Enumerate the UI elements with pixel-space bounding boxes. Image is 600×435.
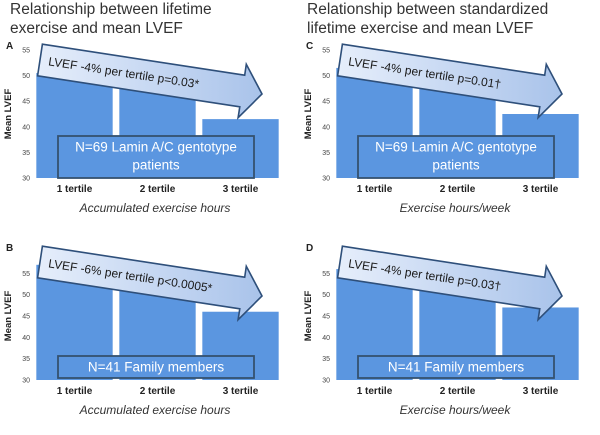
- y-tick-label: 35: [322, 150, 330, 157]
- y-tick-label: 30: [22, 378, 30, 385]
- heading-left: Relationship between lifetime exercise a…: [10, 1, 212, 37]
- sample-size-box: [57, 355, 255, 379]
- panel-label: A: [6, 41, 13, 52]
- chart-panel-c: C Mean LVEF 30 35 40 45 50 55 1 tertile 2 tertile…: [300, 38, 590, 215]
- x-axis-title: Exercise hours/week: [399, 403, 511, 417]
- x-axis-title: Exercise hours/week: [399, 201, 511, 215]
- trend-arrow: [36, 245, 263, 322]
- y-tick-label: 45: [22, 99, 30, 106]
- x-tick-label: 3 tertile: [223, 184, 259, 195]
- y-tick-label: 40: [22, 124, 30, 131]
- trend-arrow: [336, 245, 563, 322]
- x-tick-label: 2 tertile: [140, 386, 176, 397]
- y-axis-title: Mean LVEF: [303, 291, 314, 342]
- sample-size-text: N=41 Family members: [88, 360, 224, 375]
- y-tick-label: 40: [322, 335, 330, 342]
- y-tick-label: 30: [322, 378, 330, 385]
- x-tick-label: 3 tertile: [523, 184, 559, 195]
- y-tick-label: 35: [22, 356, 30, 363]
- y-tick-label: 55: [322, 271, 330, 278]
- y-tick-label: 50: [22, 292, 30, 299]
- y-tick-label: 55: [322, 48, 330, 55]
- y-tick-label: 40: [22, 335, 30, 342]
- x-tick-label: 3 tertile: [523, 386, 559, 397]
- y-axis-title: Mean LVEF: [3, 89, 14, 140]
- x-tick-label: 1 tertile: [357, 386, 393, 397]
- y-tick-label: 35: [322, 356, 330, 363]
- y-tick-label: 30: [322, 176, 330, 183]
- sample-size-text: N=69 Lamin A/C gentotype: [75, 140, 237, 155]
- x-tick-label: 2 tertile: [140, 184, 176, 195]
- trend-arrow: [336, 43, 563, 120]
- y-tick-label: 45: [22, 314, 30, 321]
- panel-label: C: [306, 41, 313, 52]
- x-tick-label: 3 tertile: [223, 386, 259, 397]
- y-tick-label: 45: [322, 314, 330, 321]
- x-tick-label: 1 tertile: [357, 184, 393, 195]
- chart-panel-a: A Mean LVEF 30 35 40 45 50 55 1 tertile 2 tertile…: [0, 38, 290, 215]
- chart-svg: B Mean LVEF 30 35 40 45 50 55 1 tertile 2 tertile…: [3, 243, 279, 397]
- sample-size-text: patients: [432, 158, 480, 173]
- y-axis-title: Mean LVEF: [303, 89, 314, 140]
- sample-size-box: [357, 355, 555, 379]
- panel-label: D: [306, 243, 313, 254]
- sample-size-box: [57, 135, 255, 179]
- chart-panel-d: D Mean LVEF 30 35 40 45 50 55 1 tertile 2 tertile…: [300, 240, 590, 417]
- y-tick-label: 35: [22, 150, 30, 157]
- y-tick-label: 55: [22, 271, 30, 278]
- heading-right: Relationship between standardized lifeti…: [307, 1, 549, 37]
- x-tick-label: 1 tertile: [57, 386, 93, 397]
- x-tick-label: 2 tertile: [440, 386, 476, 397]
- y-tick-label: 50: [22, 73, 30, 80]
- y-tick-label: 45: [322, 99, 330, 106]
- chart-svg: D Mean LVEF 30 35 40 45 50 55 1 tertile 2 tertile…: [303, 243, 579, 397]
- y-axis-title: Mean LVEF: [3, 291, 14, 342]
- chart-svg: A Mean LVEF 30 35 40 45 50 55 1 tertile 2 tertile…: [3, 41, 279, 195]
- x-tick-label: 2 tertile: [440, 184, 476, 195]
- sample-size-text: N=69 Lamin A/C gentotype: [375, 140, 537, 155]
- trend-arrow: [36, 43, 263, 120]
- chart-svg: C Mean LVEF 30 35 40 45 50 55 1 tertile 2 tertile…: [303, 41, 579, 195]
- panel-label: B: [6, 243, 13, 254]
- x-tick-label: 1 tertile: [57, 184, 93, 195]
- y-tick-label: 50: [322, 292, 330, 299]
- sample-size-text: N=41 Family members: [388, 360, 524, 375]
- y-tick-label: 55: [22, 48, 30, 55]
- sample-size-box: [357, 135, 555, 179]
- chart-panel-b: B Mean LVEF 30 35 40 45 50 55 1 tertile 2 tertile…: [0, 240, 290, 417]
- y-tick-label: 50: [322, 73, 330, 80]
- x-axis-title: Accumulated exercise hours: [79, 403, 231, 417]
- y-tick-label: 40: [322, 124, 330, 131]
- x-axis-title: Accumulated exercise hours: [79, 201, 231, 215]
- sample-size-text: patients: [132, 158, 180, 173]
- y-tick-label: 30: [22, 176, 30, 183]
